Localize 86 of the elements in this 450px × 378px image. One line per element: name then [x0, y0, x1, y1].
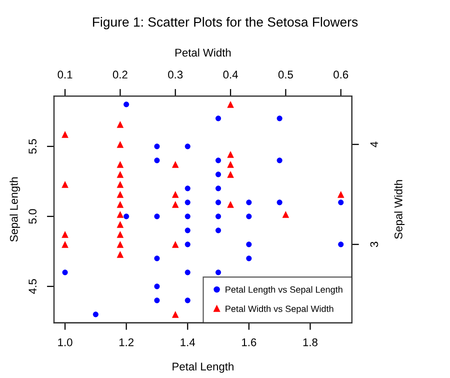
point: [172, 191, 179, 198]
point: [154, 214, 160, 220]
point: [172, 161, 179, 168]
point: [227, 171, 234, 178]
point: [246, 200, 252, 206]
point: [154, 284, 160, 290]
point: [184, 144, 190, 150]
point: [338, 242, 344, 248]
y-tick-label: 4.5: [28, 279, 37, 294]
point: [116, 161, 124, 168]
point: [62, 181, 68, 188]
point: [124, 214, 130, 220]
point: [92, 312, 98, 318]
x-tick-label: 1.0: [58, 338, 72, 346]
point: [116, 221, 124, 228]
point: [184, 242, 190, 248]
point: [116, 171, 124, 178]
point: [154, 144, 160, 150]
x-tick-label: 0.5: [278, 70, 293, 79]
x-tick-label: 0.3: [168, 70, 183, 79]
point: [246, 242, 252, 248]
point: [282, 211, 290, 218]
point: [124, 102, 130, 108]
point: [184, 200, 190, 206]
x-tick-label: 1.6: [242, 338, 256, 346]
point: [246, 256, 252, 262]
point: [276, 116, 282, 122]
point: [215, 228, 222, 234]
point: [172, 241, 179, 248]
x-tick-label: 1.4: [180, 338, 196, 346]
point: [172, 201, 179, 208]
point: [116, 211, 124, 218]
x-tick-label: 0.1: [58, 70, 72, 79]
point: [227, 161, 234, 168]
point: [116, 191, 124, 198]
point: [276, 200, 282, 206]
point: [172, 311, 179, 318]
point: [62, 241, 68, 248]
point: [338, 200, 344, 206]
y-tick-label: 5.0: [28, 209, 37, 224]
x-tick-label: 0.2: [112, 70, 128, 79]
point: [62, 231, 68, 238]
point: [154, 158, 160, 164]
point: [215, 172, 222, 178]
point: [184, 186, 190, 192]
point: [116, 141, 124, 148]
point: [215, 186, 222, 192]
point: [227, 151, 234, 158]
point: [215, 270, 222, 276]
point: [116, 201, 124, 208]
point: [215, 214, 222, 220]
x-tick-label: 0.6: [334, 70, 348, 79]
x-axis-title: Petal Length: [172, 362, 234, 373]
chart-title: Figure 1: Scatter Plots for the Setosa Flowers: [92, 17, 358, 30]
point: [116, 181, 124, 188]
point: [184, 214, 190, 220]
point: [154, 298, 160, 304]
point: [116, 231, 124, 238]
y-tick-label: 3: [370, 242, 378, 248]
point: [116, 121, 124, 128]
point: [184, 270, 190, 276]
x-tick-label: 0.4: [223, 70, 238, 79]
point: [184, 298, 190, 304]
point: [227, 201, 234, 208]
point: [215, 200, 222, 206]
x-tick-label: 1.8: [303, 338, 318, 346]
point: [227, 101, 234, 108]
point: [62, 270, 68, 276]
y-axis-title: Sepal Width: [394, 180, 405, 239]
x-tick-label: 1.2: [119, 338, 134, 346]
point: [184, 228, 190, 234]
legend-label: Petal Width vs Sepal Width: [226, 305, 334, 314]
x-axis-title: Petal Width: [175, 48, 231, 57]
point: [215, 116, 222, 122]
point: [116, 251, 124, 258]
point: [154, 256, 160, 262]
y-axis-title: Sepal Length: [10, 177, 20, 242]
point: [276, 158, 282, 164]
point: [62, 131, 68, 138]
legend-label: Petal Length vs Sepal Length: [226, 286, 342, 295]
y-tick-label: 5.5: [28, 139, 37, 154]
point: [215, 158, 222, 164]
point: [337, 191, 344, 198]
point: [116, 241, 124, 248]
point: [246, 214, 252, 220]
y-tick-label: 4: [370, 142, 378, 148]
